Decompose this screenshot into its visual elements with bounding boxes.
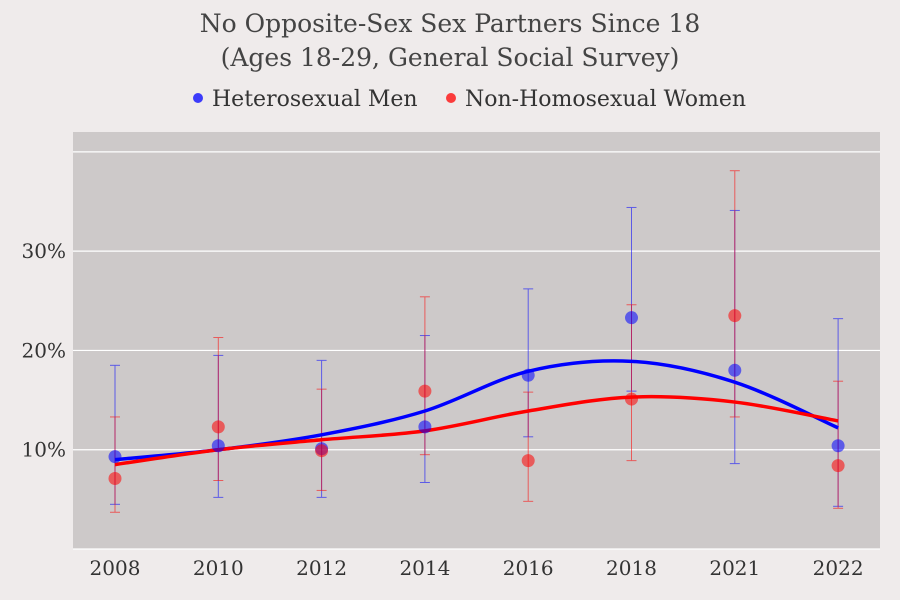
data-point-heterosexual-men — [728, 363, 742, 377]
data-point-non-homosexual-women — [418, 384, 432, 398]
data-point-heterosexual-men — [521, 368, 535, 382]
chart-subtitle: (Ages 18-29, General Social Survey) — [221, 43, 680, 72]
trend-line-non-homosexual-women — [114, 394, 839, 467]
data-point-non-homosexual-women — [625, 392, 638, 406]
legend-marker-non-homosexual-women — [446, 93, 456, 103]
x-tick-label: 2021 — [709, 556, 760, 580]
data-point-heterosexual-men — [418, 420, 432, 434]
chart-title: No Opposite-Sex Sex Partners Since 18 — [200, 9, 700, 38]
error-bar-non-homosexual-women — [626, 304, 637, 462]
data-point-non-homosexual-women — [315, 444, 329, 458]
data-points — [108, 309, 845, 486]
data-point-heterosexual-men — [625, 311, 638, 325]
x-tick-label: 2008 — [90, 556, 141, 580]
x-tick-label: 2018 — [606, 556, 657, 580]
x-tick-label: 2022 — [813, 556, 864, 580]
y-axis: 10% 20% 30% — [22, 239, 66, 462]
legend-label-non-homosexual-women: Non-Homosexual Women — [465, 87, 746, 112]
legend-label-heterosexual-men: Heterosexual Men — [212, 87, 418, 112]
data-point-heterosexual-men — [831, 439, 845, 453]
legend-marker-heterosexual-men — [193, 93, 203, 103]
data-point-heterosexual-men — [211, 439, 225, 453]
data-point-heterosexual-men — [108, 450, 122, 464]
x-tick-label: 2012 — [296, 556, 347, 580]
y-tick-label: 10% — [22, 438, 66, 462]
y-tick-label: 20% — [22, 338, 66, 362]
data-point-non-homosexual-women — [728, 309, 742, 323]
y-tick-label: 30% — [22, 239, 66, 263]
data-point-non-homosexual-women — [831, 459, 845, 473]
x-tick-label: 2014 — [399, 556, 450, 580]
trend-lines — [114, 359, 839, 467]
plot-area — [73, 132, 880, 549]
x-tick-label: 2016 — [503, 556, 554, 580]
data-point-non-homosexual-women — [211, 420, 225, 434]
x-axis: 2008 2010 2012 2014 2016 2018 2021 2022 — [90, 556, 864, 580]
data-point-non-homosexual-women — [521, 454, 535, 468]
x-tick-label: 2010 — [193, 556, 244, 580]
legend: Heterosexual Men Non-Homosexual Women — [193, 87, 746, 112]
data-point-non-homosexual-women — [108, 472, 122, 486]
error-bar-non-homosexual-women — [213, 337, 224, 481]
